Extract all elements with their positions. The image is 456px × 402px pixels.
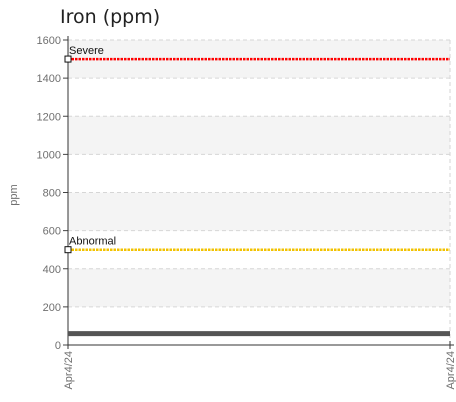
threshold-label: Severe <box>69 45 104 57</box>
tick-labels: 0 200 400 600 800 1000 1200 1400 1600 Apr4/24 Apr4… <box>37 35 456 390</box>
x-tick-label: Apr4/24 <box>63 351 75 390</box>
y-tick-label: 1000 <box>37 149 61 161</box>
threshold-lines: Severe Abnormal <box>64 45 450 254</box>
plot-band <box>68 192 450 231</box>
y-tick-label: 200 <box>43 302 61 314</box>
y-tick-label: 800 <box>43 188 61 200</box>
y-tick-label: 600 <box>43 226 61 238</box>
y-axis-label: ppm <box>8 184 20 205</box>
y-tick-label: 400 <box>43 264 61 276</box>
threshold-marker <box>64 246 72 254</box>
x-tick-label: Apr4/24 <box>445 351 456 390</box>
threshold-label: Abnormal <box>69 236 116 248</box>
threshold-marker <box>64 55 72 63</box>
chart-title: Iron (ppm) <box>60 6 161 28</box>
plot-band <box>68 268 450 307</box>
plot-bands <box>68 40 450 307</box>
y-tick-label: 1200 <box>37 111 61 123</box>
y-tick-label: 0 <box>55 340 61 352</box>
plot-band <box>68 116 450 155</box>
axes <box>63 36 454 349</box>
y-tick-label: 1400 <box>37 73 61 85</box>
y-tick-label: 1600 <box>37 35 61 47</box>
